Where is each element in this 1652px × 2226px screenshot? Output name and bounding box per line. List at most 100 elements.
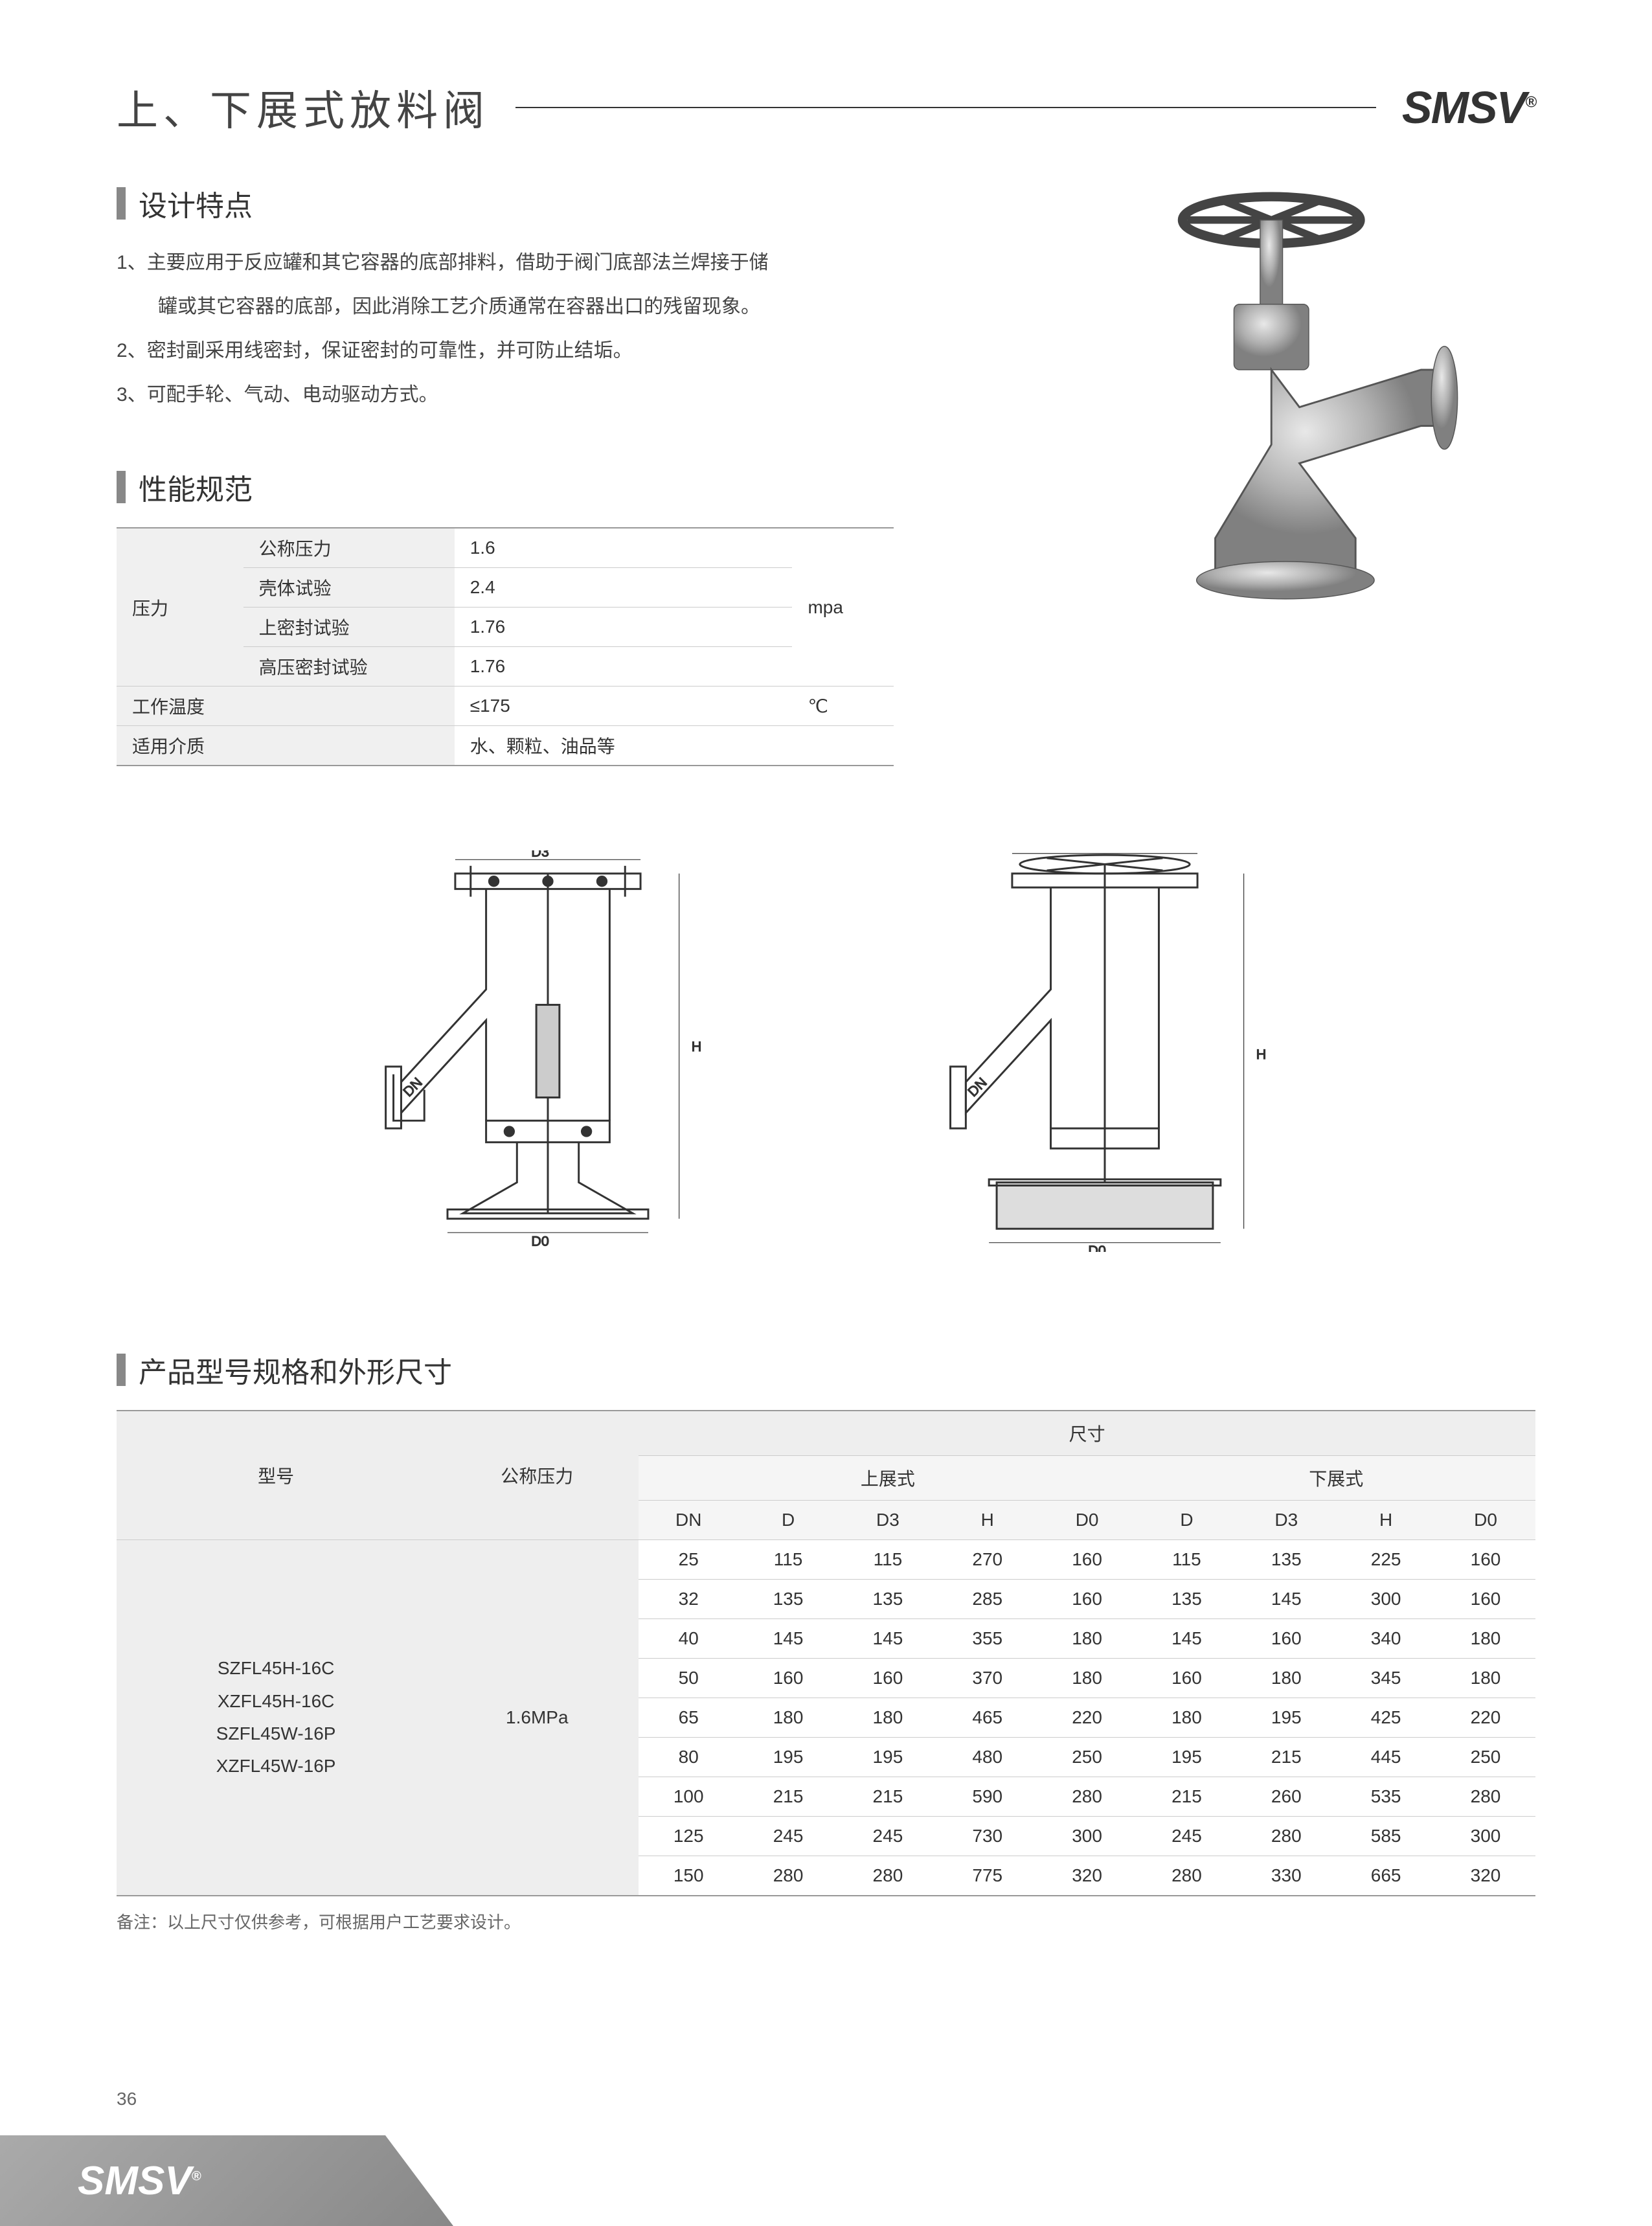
dim-cell: 80	[639, 1738, 738, 1777]
spec-title: 性能规范	[139, 466, 253, 508]
dim-cell: 160	[1037, 1580, 1137, 1619]
spec-val: 1.6	[455, 528, 793, 568]
dim-cell: 250	[1037, 1738, 1137, 1777]
dim-cell: 300	[1336, 1580, 1436, 1619]
features-title: 设计特点	[139, 183, 253, 224]
feature-item: 2、密封副采用线密封，保证密封的可靠性，并可防止结垢。	[117, 332, 1043, 370]
diagram-upper: D3 D0 H DN	[321, 818, 775, 1284]
dim-cell: 160	[838, 1659, 938, 1698]
dimensions-table: 型号 公称压力 尺寸 上展式 下展式 DNDD3HD0DD3HD0 SZFL45…	[117, 1410, 1535, 1896]
page-number: 36	[117, 2089, 137, 2109]
dim-cell: 135	[738, 1580, 838, 1619]
dim-cell: 285	[938, 1580, 1037, 1619]
dim-cell: 465	[938, 1698, 1037, 1738]
dim-cell: 150	[639, 1856, 738, 1896]
brand-logo: SMSV®	[1402, 82, 1535, 133]
spec-temp-val: ≤175	[455, 687, 793, 726]
dim-cell: 330	[1236, 1856, 1336, 1896]
dim-cell: 370	[938, 1659, 1037, 1698]
dim-cell: 300	[1037, 1817, 1137, 1856]
dim-cell: 115	[738, 1540, 838, 1580]
title-divider	[515, 107, 1376, 108]
spec-temp-label: 工作温度	[117, 687, 455, 726]
dim-cell: 535	[1336, 1777, 1436, 1817]
model-cell: SZFL45H-16CXZFL45H-16CSZFL45W-16PXZFL45W…	[117, 1540, 435, 1896]
spec-sub: 公称压力	[243, 528, 455, 568]
dim-cell: 40	[639, 1619, 738, 1659]
dim-cell: 225	[1336, 1540, 1436, 1580]
dim-cell: 160	[1436, 1540, 1535, 1580]
dim-cell: 280	[1137, 1856, 1237, 1896]
hdr-dim: 尺寸	[639, 1411, 1535, 1456]
dim-cell: 220	[1037, 1698, 1137, 1738]
dim-cell: 480	[938, 1738, 1037, 1777]
dim-cell: 425	[1336, 1698, 1436, 1738]
svg-text:D0: D0	[531, 1233, 549, 1249]
dim-cell: 135	[1137, 1580, 1237, 1619]
hdr-col: D	[1137, 1501, 1237, 1540]
brand-text: SMSV	[1402, 82, 1525, 133]
dim-cell: 320	[1037, 1856, 1137, 1896]
page-header: 上、下展式放料阀 SMSV®	[117, 78, 1535, 137]
hdr-lower: 下展式	[1137, 1456, 1535, 1501]
dim-cell: 160	[1037, 1540, 1137, 1580]
dim-cell: 245	[1137, 1817, 1237, 1856]
table-note: 备注：以上尺寸仅供参考，可根据用户工艺要求设计。	[117, 1909, 1535, 1933]
dim-cell: 115	[1137, 1540, 1237, 1580]
spec-unit: mpa	[792, 528, 894, 687]
hdr-col: D3	[838, 1501, 938, 1540]
valve-photo-icon	[1115, 183, 1503, 604]
features-header: 设计特点	[117, 183, 1043, 224]
dim-cell: 215	[738, 1777, 838, 1817]
dim-cell: 585	[1336, 1817, 1436, 1856]
dim-cell: 180	[1436, 1619, 1535, 1659]
section-bar-icon	[117, 187, 126, 220]
dim-cell: 180	[738, 1698, 838, 1738]
dim-cell: 320	[1436, 1856, 1535, 1896]
hdr-col: D3	[1236, 1501, 1336, 1540]
dim-cell: 160	[1137, 1659, 1237, 1698]
section-bar-icon	[117, 471, 126, 503]
hdr-col: D0	[1436, 1501, 1535, 1540]
footer-brand-text: SMSV®	[78, 2158, 201, 2204]
diagram-lower-icon: D3 D0 H DN	[911, 850, 1299, 1252]
dim-cell: 730	[938, 1817, 1037, 1856]
dimensions-title: 产品型号规格和外形尺寸	[139, 1349, 452, 1391]
spec-media-label: 适用介质	[117, 726, 455, 766]
hdr-col: H	[938, 1501, 1037, 1540]
hdr-model: 型号	[117, 1411, 435, 1540]
dim-cell: 145	[838, 1619, 938, 1659]
technical-diagrams: D3 D0 H DN D3 D0 H	[117, 818, 1535, 1284]
dim-cell: 65	[639, 1698, 738, 1738]
dim-cell: 145	[1137, 1619, 1237, 1659]
dim-cell: 215	[1236, 1738, 1336, 1777]
dim-cell: 260	[1236, 1777, 1336, 1817]
hdr-col: H	[1336, 1501, 1436, 1540]
svg-text:D0: D0	[1088, 1243, 1105, 1252]
dim-cell: 180	[1137, 1698, 1237, 1738]
spec-header: 性能规范	[117, 466, 1043, 508]
dim-cell: 125	[639, 1817, 738, 1856]
dim-cell: 215	[838, 1777, 938, 1817]
feature-item: 1、主要应用于反应罐和其它容器的底部排料，借助于阀门底部法兰焊接于储	[117, 244, 1043, 282]
dim-cell: 180	[1436, 1659, 1535, 1698]
dim-cell: 195	[738, 1738, 838, 1777]
dim-cell: 250	[1436, 1738, 1535, 1777]
dim-cell: 280	[1236, 1817, 1336, 1856]
hdr-col: DN	[639, 1501, 738, 1540]
top-section: 设计特点 1、主要应用于反应罐和其它容器的底部排料，借助于阀门底部法兰焊接于储 …	[117, 183, 1535, 766]
dim-cell: 215	[1137, 1777, 1237, 1817]
dim-cell: 775	[938, 1856, 1037, 1896]
footer-logo: SMSV®	[0, 2135, 453, 2226]
table-row: SZFL45H-16CXZFL45H-16CSZFL45W-16PXZFL45W…	[117, 1540, 1535, 1580]
dim-cell: 280	[1436, 1777, 1535, 1817]
dim-cell: 220	[1436, 1698, 1535, 1738]
dim-cell: 115	[838, 1540, 938, 1580]
page-title: 上、下展式放料阀	[117, 78, 490, 137]
svg-text:H: H	[691, 1039, 701, 1054]
pressure-cell: 1.6MPa	[435, 1540, 639, 1896]
dim-cell: 355	[938, 1619, 1037, 1659]
dim-cell: 280	[738, 1856, 838, 1896]
hdr-col: D	[738, 1501, 838, 1540]
dim-cell: 135	[838, 1580, 938, 1619]
